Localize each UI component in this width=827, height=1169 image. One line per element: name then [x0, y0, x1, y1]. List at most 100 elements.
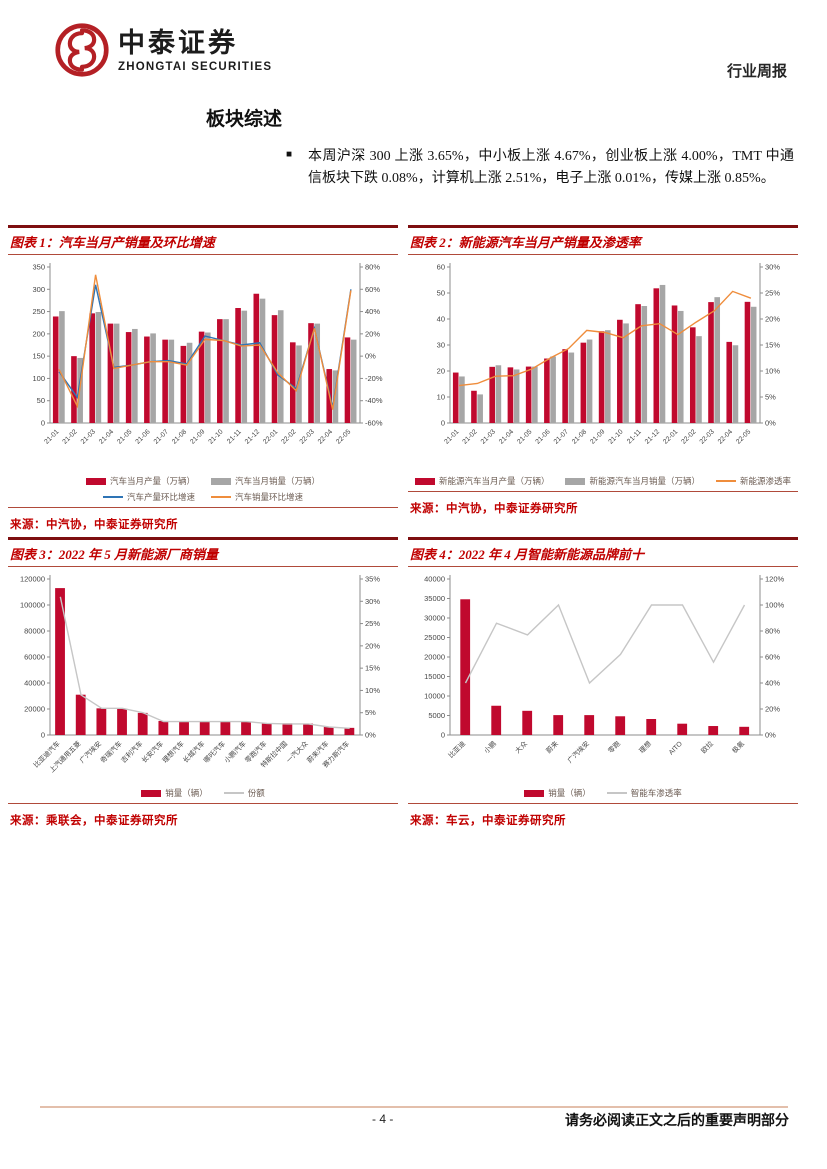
chart-panel-4: 图表 4：2022 年 4 月智能新能源品牌前十 0 5000 10000 15000…: [408, 537, 798, 828]
svg-text:0: 0: [41, 419, 45, 428]
svg-text:15%: 15%: [765, 341, 780, 350]
chart-1-title: 图表 1：汽车当月产销量及环比增速: [10, 235, 215, 250]
svg-text:0%: 0%: [365, 352, 376, 361]
legend-item: 销量（辆）: [524, 787, 591, 799]
legend-label: 销量（辆）: [548, 788, 591, 798]
svg-text:80%: 80%: [365, 263, 380, 272]
svg-text:大众: 大众: [513, 739, 529, 755]
svg-text:40000: 40000: [24, 679, 45, 688]
chart-1-source: 来源：中汽协，中泰证券研究所: [10, 519, 178, 531]
legend-label: 汽车当月产量（万辆）: [109, 476, 195, 486]
legend-bar-swatch: [414, 477, 435, 485]
svg-text:21-11: 21-11: [226, 428, 243, 445]
svg-text:零跑: 零跑: [606, 739, 622, 755]
legend-item: 份额: [223, 787, 265, 799]
svg-text:10%: 10%: [365, 686, 380, 695]
svg-text:40000: 40000: [424, 575, 445, 584]
svg-text:AITO: AITO: [668, 740, 684, 756]
svg-text:30%: 30%: [365, 597, 380, 606]
svg-text:22-01: 22-01: [262, 428, 279, 445]
svg-text:21-02: 21-02: [462, 428, 479, 445]
legend-item: 新能源汽车当月销量（万辆）: [565, 475, 700, 487]
chart-4-plot: 0 5000 10000 15000 20000 25000 30000 35000 40000…: [408, 569, 798, 787]
svg-text:21-07: 21-07: [553, 428, 570, 445]
svg-text:20%: 20%: [365, 641, 380, 650]
svg-text:100000: 100000: [20, 601, 45, 610]
chart-panel-3: 图表 3：2022 年 5 月新能源厂商销量 0 20000 40000 60000 8…: [8, 537, 398, 828]
svg-text:22-04: 22-04: [317, 428, 334, 445]
svg-text:21-08: 21-08: [571, 428, 588, 445]
svg-text:5000: 5000: [428, 711, 445, 720]
svg-text:20%: 20%: [365, 329, 380, 338]
legend-line-swatch: [716, 480, 736, 482]
page-number: - 4 -: [372, 1112, 394, 1126]
chart-4-title: 图表 4：2022 年 4 月智能新能源品牌前十: [410, 547, 645, 562]
legend-bar-swatch: [141, 789, 162, 797]
svg-text:21-04: 21-04: [498, 428, 515, 445]
svg-text:250: 250: [32, 307, 45, 316]
svg-text:0%: 0%: [765, 731, 776, 740]
panel-rule: [408, 566, 798, 567]
svg-text:22-03: 22-03: [699, 428, 716, 445]
chart-2-legend: 新能源汽车当月产量（万辆） 新能源汽车当月销量（万辆） 新能源渗透率: [408, 475, 798, 487]
svg-text:120000: 120000: [20, 575, 45, 584]
legend-item: 汽车当月销量（万辆）: [211, 475, 320, 487]
svg-text:21-05: 21-05: [516, 428, 533, 445]
svg-text:25%: 25%: [365, 619, 380, 628]
svg-text:22-01: 22-01: [662, 428, 679, 445]
svg-text:-60%: -60%: [365, 419, 383, 428]
svg-text:60%: 60%: [765, 653, 780, 662]
svg-text:0%: 0%: [365, 731, 376, 740]
svg-text:0: 0: [441, 419, 445, 428]
svg-text:21-12: 21-12: [644, 428, 661, 445]
chart-panel-2: 图表 2：新能源汽车当月产销量及渗透率 0 10 20 30 40 50 60 0% 5% 10%…: [408, 225, 798, 516]
panel-rule: [8, 803, 398, 804]
svg-text:0%: 0%: [765, 419, 776, 428]
svg-text:30%: 30%: [765, 263, 780, 272]
svg-text:21-11: 21-11: [626, 428, 643, 445]
panel-rule: [408, 803, 798, 804]
svg-text:120%: 120%: [765, 575, 785, 584]
svg-text:21-01: 21-01: [443, 428, 460, 445]
svg-text:30000: 30000: [424, 614, 445, 623]
chart-2-source: 来源：中汽协，中泰证券研究所: [410, 503, 578, 515]
legend-label: 汽车当月销量（万辆）: [235, 476, 321, 486]
summary-text: 本周沪深 300 上涨 3.65%，中小板上涨 4.67%，创业板上涨 4.00…: [308, 149, 794, 186]
legend-label: 汽车销量环比增速: [235, 492, 304, 502]
legend-line-swatch: [606, 792, 627, 794]
panel-rule-top: [8, 225, 398, 228]
svg-text:极氪: 极氪: [730, 739, 746, 755]
footer-rule: [40, 1106, 788, 1108]
brand-name-en: ZHONGTAI SECURITIES: [118, 60, 273, 73]
chart-3-legend: 销量（辆） 份额: [8, 787, 398, 799]
legend-label: 新能源汽车当月产量（万辆）: [438, 476, 550, 486]
legend-item: 新能源汽车当月产量（万辆）: [414, 475, 550, 487]
svg-text:21-09: 21-09: [589, 428, 606, 445]
legend-bar-swatch: [565, 477, 586, 485]
svg-text:21-02: 21-02: [62, 428, 79, 445]
zhongtai-logo-icon: [55, 23, 109, 77]
svg-text:350: 350: [32, 263, 45, 272]
chart-4-legend: 销量（辆） 智能车渗透率: [408, 787, 798, 799]
svg-text:0: 0: [41, 731, 45, 740]
panel-rule: [408, 254, 798, 255]
svg-text:欧拉: 欧拉: [699, 739, 715, 755]
svg-text:5%: 5%: [765, 393, 776, 402]
svg-text:10%: 10%: [765, 367, 780, 376]
legend-label: 新能源渗透率: [740, 476, 792, 486]
svg-text:-40%: -40%: [365, 396, 383, 405]
svg-text:100%: 100%: [765, 601, 785, 610]
chart-3-title: 图表 3：2022 年 5 月新能源厂商销量: [10, 547, 219, 562]
svg-text:-20%: -20%: [365, 374, 383, 383]
svg-text:25000: 25000: [424, 633, 445, 642]
svg-text:150: 150: [32, 352, 45, 361]
panel-rule-top: [408, 537, 798, 540]
svg-text:0: 0: [441, 731, 445, 740]
chart-1-legend: 汽车当月产量（万辆） 汽车当月销量（万辆） 汽车产量环比增速 汽车销量环比增速: [53, 475, 353, 503]
svg-text:22-02: 22-02: [680, 428, 697, 445]
legend-bar-swatch: [85, 477, 106, 485]
svg-text:21-01: 21-01: [43, 428, 60, 445]
legend-item: 销量（辆）: [141, 787, 208, 799]
svg-text:15%: 15%: [365, 664, 380, 673]
